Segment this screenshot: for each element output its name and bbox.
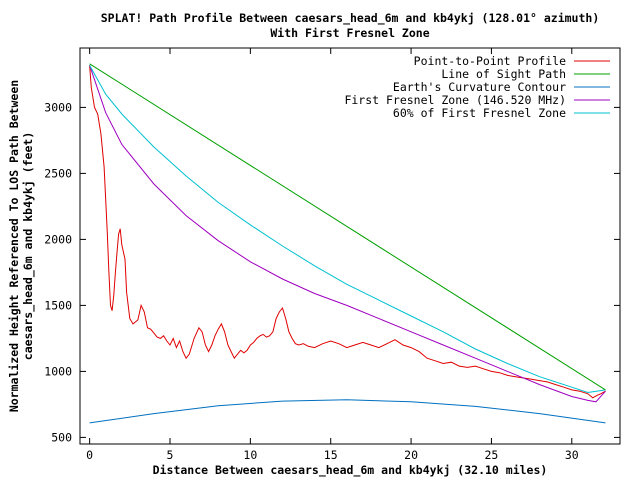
legend-label: Earth's Curvature Contour xyxy=(393,80,566,94)
series-line-4 xyxy=(89,64,606,394)
y-tick-label: 1500 xyxy=(44,298,72,312)
x-tick-label: 30 xyxy=(565,448,579,462)
y-tick-label: 2500 xyxy=(44,166,72,180)
y-axis-label-line1: Normalized Height Referenced To LOS Path… xyxy=(7,80,21,412)
series-lines xyxy=(89,63,606,424)
x-tick-label: 10 xyxy=(243,448,257,462)
x-tick-label: 25 xyxy=(484,448,498,462)
legend-label: 60% of First Fresnel Zone xyxy=(393,106,566,120)
axis-ticks: 0 5 10 15 20 25 30 500 1000 1500 2000 2500 3000 xyxy=(44,48,620,462)
series-line-3 xyxy=(89,65,606,403)
legend-label: Line of Sight Path xyxy=(441,67,566,81)
y-tick-label: 2000 xyxy=(44,232,72,246)
y-axis-label-line2: caesars_head_6m and kb4ykj (feet) xyxy=(21,132,36,360)
legend-label: Point-to-Point Profile xyxy=(414,54,566,68)
plot-frame xyxy=(79,47,621,445)
x-tick-label: 15 xyxy=(324,448,338,462)
y-tick-label: 500 xyxy=(51,430,72,444)
x-tick-label: 20 xyxy=(404,448,418,462)
y-tick-label: 3000 xyxy=(44,100,72,114)
x-axis-label: Distance Between caesars_head_6m and kb4… xyxy=(153,463,548,478)
x-tick-label: 5 xyxy=(167,448,174,462)
series-line-2 xyxy=(89,399,606,424)
chart-subtitle: With First Fresnel Zone xyxy=(270,26,429,40)
series-line-1 xyxy=(89,63,606,391)
x-tick-label: 0 xyxy=(86,448,93,462)
chart-title: SPLAT! Path Profile Between caesars_head… xyxy=(101,11,600,26)
series-line-0 xyxy=(89,65,606,399)
legend-label: First Fresnel Zone (146.520 MHz) xyxy=(344,93,566,107)
y-tick-label: 1000 xyxy=(44,364,72,378)
